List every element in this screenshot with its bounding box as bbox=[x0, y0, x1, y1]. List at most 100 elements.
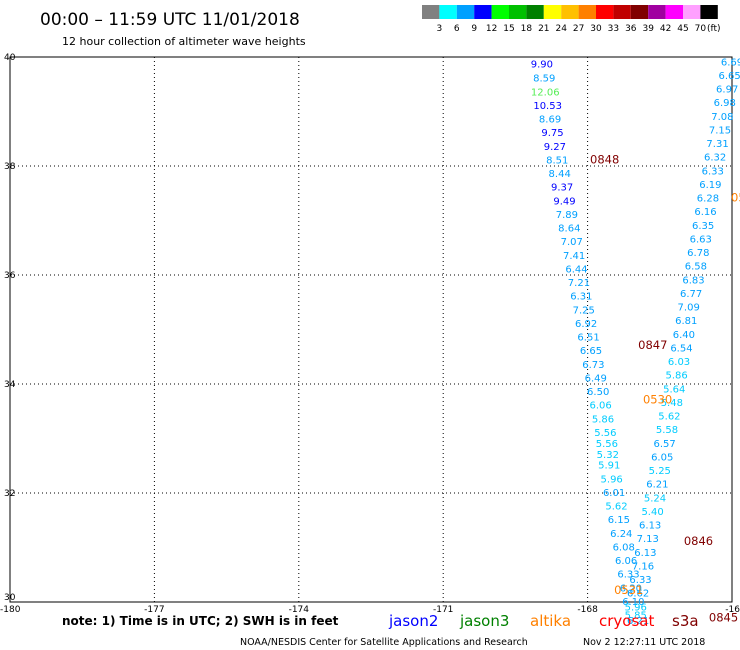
wave-height-label: 9.49 bbox=[553, 196, 575, 207]
color-scale-label: 33 bbox=[608, 24, 619, 34]
color-scale-swatch bbox=[422, 5, 440, 19]
wave-height-label: 6.54 bbox=[670, 343, 692, 354]
wave-height-label: 6.63 bbox=[690, 234, 712, 245]
wave-height-label: 7.21 bbox=[568, 278, 590, 289]
wave-height-label: 6.98 bbox=[714, 98, 736, 109]
wave-height-label: 5.62 bbox=[658, 412, 680, 423]
map-title: 00:00 – 11:59 UTC 11/01/2018 bbox=[40, 10, 300, 30]
x-tick-label: -168 bbox=[577, 605, 598, 615]
wave-height-label: 6.13 bbox=[639, 521, 661, 532]
pass-time-label: 0846 bbox=[684, 534, 713, 548]
wave-height-label: 5.96 bbox=[601, 474, 623, 485]
y-tick-label: 38 bbox=[4, 162, 16, 172]
wave-height-label: 6.20 bbox=[620, 583, 642, 594]
wave-height-label: 9.75 bbox=[541, 128, 563, 139]
wave-height-label: 6.01 bbox=[603, 488, 625, 499]
map-frame bbox=[9, 56, 733, 603]
wave-height-label: 6.58 bbox=[685, 262, 707, 273]
wave-height-label: 7.89 bbox=[556, 210, 578, 221]
color-scale-label: 42 bbox=[660, 24, 671, 34]
x-tick-label: -174 bbox=[289, 605, 310, 615]
color-scale-swatch bbox=[439, 5, 457, 19]
y-tick-label: 40 bbox=[4, 53, 16, 63]
color-scale-swatch bbox=[648, 5, 666, 19]
wave-height-label: 6.15 bbox=[608, 515, 630, 526]
x-tick-label: -177 bbox=[144, 605, 164, 615]
wave-height-label: 7.41 bbox=[563, 251, 585, 262]
wave-height-label: 6.05 bbox=[651, 452, 673, 463]
x-tick-label: -171 bbox=[433, 605, 453, 615]
wave-height-label: 6.13 bbox=[634, 548, 656, 559]
y-tick-label: 36 bbox=[4, 271, 16, 281]
color-scale-swatch bbox=[578, 5, 596, 19]
wave-height-label: 6.77 bbox=[680, 289, 702, 300]
wave-height-label: 7.09 bbox=[678, 303, 700, 314]
color-scale-label: 9 bbox=[471, 24, 477, 34]
color-scale-label: 24 bbox=[555, 24, 567, 34]
wave-height-label: 6.28 bbox=[697, 194, 719, 205]
wave-height-label: 6.33 bbox=[629, 575, 651, 586]
wave-height-label: 6.65 bbox=[718, 71, 740, 82]
wave-height-label: 7.16 bbox=[632, 561, 654, 572]
satellite-altika-label: altika bbox=[530, 612, 571, 630]
satellite-jason3-label: jason3 bbox=[459, 612, 509, 630]
wave-height-label: 5.62 bbox=[605, 502, 627, 513]
wave-height-label: 10.53 bbox=[533, 101, 562, 112]
wave-height-label: 6.35 bbox=[692, 221, 714, 232]
wave-height-label: 5.56 bbox=[594, 428, 616, 439]
wave-height-label: 5.85 bbox=[625, 611, 647, 622]
wave-height-label: 6.31 bbox=[570, 292, 592, 303]
color-scale-swatch bbox=[700, 5, 718, 19]
color-scale-swatch bbox=[491, 5, 509, 19]
y-tick-label: 32 bbox=[4, 489, 15, 499]
color-scale-label: 27 bbox=[573, 24, 584, 34]
wave-height-label: 5.86 bbox=[666, 371, 688, 382]
wave-height-label: 6.92 bbox=[575, 319, 597, 330]
color-scale-label: 39 bbox=[642, 24, 654, 34]
color-scale-swatch bbox=[665, 5, 683, 19]
wave-height-label: 7.13 bbox=[637, 534, 659, 545]
color-scale-label: 15 bbox=[503, 24, 514, 34]
pass-time-label: 0531 bbox=[614, 583, 643, 597]
wave-height-label: 6.51 bbox=[577, 333, 599, 344]
wave-height-label: 6.06 bbox=[615, 556, 637, 567]
pass-time-label: 0845 bbox=[709, 610, 738, 624]
footer-timestamp: Nov 2 12:27:11 UTC 2018 bbox=[583, 637, 705, 648]
wave-height-label: 9.90 bbox=[531, 60, 553, 71]
wave-height-label: 6.10 bbox=[622, 597, 644, 608]
y-tick-label: 30 bbox=[4, 593, 16, 603]
wave-height-label: 6.06 bbox=[589, 401, 611, 412]
wave-height-label: 8.51 bbox=[546, 155, 568, 166]
pass-time-label: 0847 bbox=[638, 338, 667, 352]
wave-height-label: 5.40 bbox=[641, 507, 663, 518]
map-plot-area: -180 -177 -174 -171 -168 -16 40 38 36 34 32 30 9.9… bbox=[0, 53, 740, 627]
color-scale-swatch bbox=[526, 5, 544, 19]
wave-height-label: 5.86 bbox=[592, 414, 614, 425]
wave-height-label: 6.69 bbox=[721, 57, 740, 68]
wave-height-label: 6.57 bbox=[653, 439, 675, 450]
color-scale-swatch bbox=[474, 5, 492, 19]
wave-height-label: 12.06 bbox=[531, 87, 560, 98]
wave-height-label: 5.96 bbox=[625, 602, 647, 613]
wave-height-label: 7.07 bbox=[561, 237, 583, 248]
wave-height-label: 6.97 bbox=[716, 85, 738, 96]
color-scale-label: 21 bbox=[538, 24, 549, 34]
wave-height-label: 5.25 bbox=[649, 466, 671, 477]
longitude-ticks: -180 -177 -174 -171 -168 -16 bbox=[0, 605, 740, 615]
wave-height-label: 6.44 bbox=[565, 264, 587, 275]
wave-height-label: 5.58 bbox=[656, 425, 678, 436]
wave-height-label: 6.49 bbox=[585, 373, 607, 384]
x-tick-label: -16 bbox=[725, 605, 740, 615]
wave-height-label: 6.08 bbox=[613, 542, 635, 553]
wave-height-label: 5.48 bbox=[661, 398, 683, 409]
color-scale-swatch bbox=[456, 5, 475, 19]
pass-time-label: 0848 bbox=[590, 152, 619, 166]
color-scale-label: 30 bbox=[590, 24, 602, 34]
wave-height-label: 6.81 bbox=[675, 316, 697, 327]
wave-height-label: 6.24 bbox=[610, 529, 632, 540]
wave-height-label: 8.59 bbox=[533, 74, 555, 85]
satellite-cryosat-label: cryosat bbox=[599, 612, 654, 630]
map-subtitle: 12 hour collection of altimeter wave hei… bbox=[62, 35, 306, 48]
color-scale-label: 45 bbox=[677, 24, 688, 34]
wave-height-label: 7.08 bbox=[711, 112, 733, 123]
